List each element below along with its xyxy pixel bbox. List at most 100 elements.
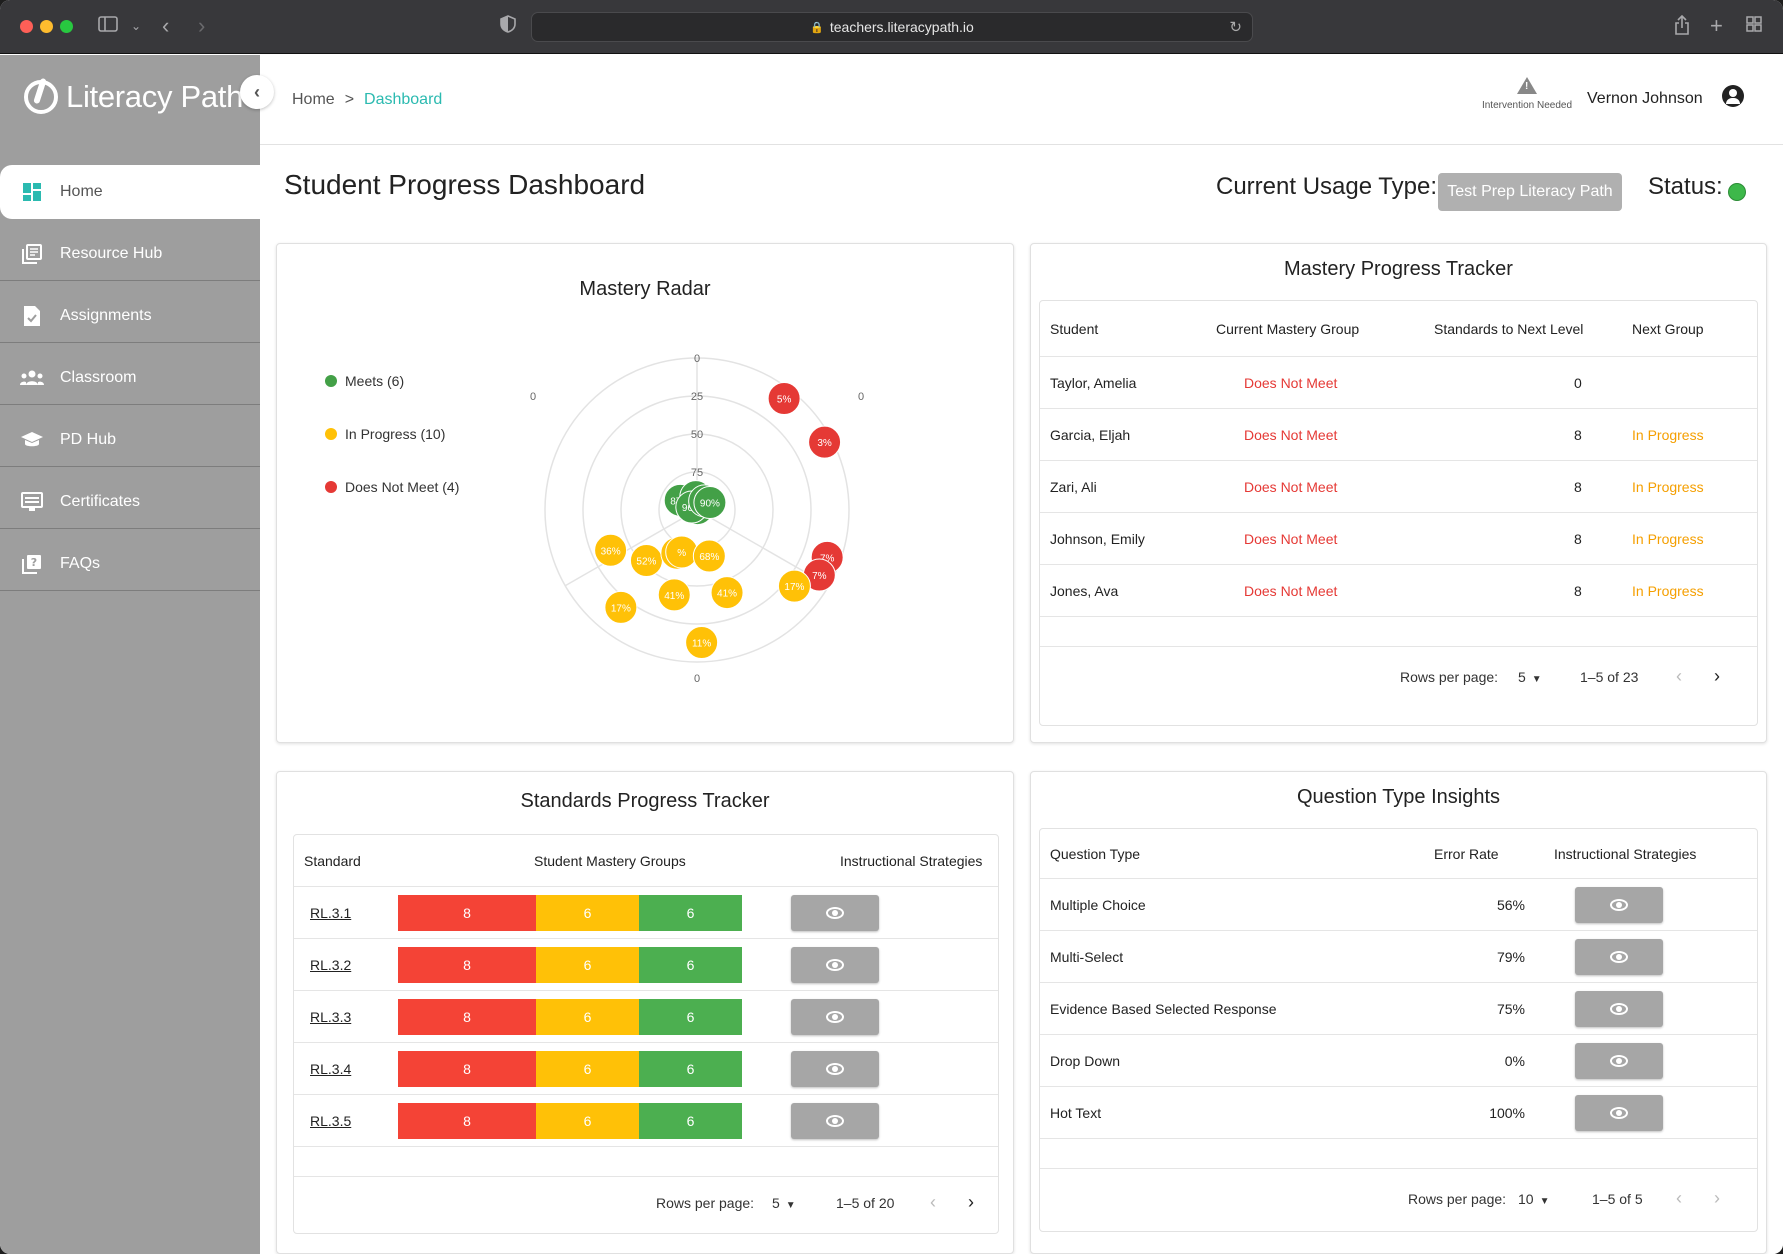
question-type: Hot Text <box>1050 1104 1102 1121</box>
zoom-window-button[interactable] <box>60 20 73 33</box>
sidebar-item-classroom[interactable]: Classroom <box>0 351 260 405</box>
prev-page-icon[interactable]: ‹ <box>1676 666 1682 686</box>
legend-item-in-progress[interactable]: In Progress (10) <box>325 407 459 460</box>
back-icon[interactable]: ‹ <box>162 13 170 38</box>
view-strategies-button[interactable] <box>1575 991 1663 1027</box>
in-progress-segment[interactable]: 6 <box>536 1051 639 1087</box>
standard-link[interactable]: RL.3.3 <box>310 1008 352 1025</box>
meets-segment[interactable]: 6 <box>639 947 742 983</box>
caret-down-icon: ▼ <box>1539 1196 1550 1207</box>
standard-link[interactable]: RL.3.2 <box>310 956 352 973</box>
user-name[interactable]: Vernon Johnson <box>1587 90 1703 107</box>
sidebar-item-assignments[interactable]: Assignments <box>0 289 260 343</box>
standards-count: 8 <box>1574 530 1582 547</box>
meets-segment[interactable]: 6 <box>639 1051 742 1087</box>
standards-table: Standard Student Mastery Groups Instruct… <box>293 834 999 1234</box>
view-strategies-button[interactable] <box>1575 1095 1663 1131</box>
does-not-meet-segment[interactable]: 8 <box>398 895 536 931</box>
in-progress-segment[interactable]: 6 <box>536 895 639 931</box>
standards-count: 8 <box>1574 426 1582 443</box>
prev-page-icon[interactable]: ‹ <box>1676 1188 1682 1208</box>
radar-point <box>777 569 811 603</box>
rows-per-page-value: 5 <box>772 1195 780 1211</box>
intervention-needed-button[interactable]: ! Intervention Needed <box>1472 77 1582 111</box>
sidebar-item-certificates[interactable]: Certificates <box>0 475 260 529</box>
usage-type-badge[interactable]: Test Prep Literacy Path <box>1438 173 1622 211</box>
view-strategies-button[interactable] <box>791 1051 879 1087</box>
view-strategies-button[interactable] <box>791 947 879 983</box>
tab-overview-icon[interactable] <box>1746 15 1762 37</box>
does-not-meet-segment[interactable]: 8 <box>398 999 536 1035</box>
legend-swatch <box>325 480 337 493</box>
sidebar-item-label: Assignments <box>60 306 152 324</box>
breadcrumb-home[interactable]: Home <box>292 91 335 108</box>
shield-icon[interactable] <box>500 15 516 38</box>
brand-name: Literacy Path <box>66 79 244 114</box>
column-header: Student <box>1050 320 1099 337</box>
legend-item-does-not-meet[interactable]: Does Not Meet (4) <box>325 460 459 513</box>
legend-item-meets[interactable]: Meets (6) <box>325 354 459 407</box>
view-strategies-button[interactable] <box>791 999 879 1035</box>
breadcrumb-current[interactable]: Dashboard <box>364 91 443 108</box>
table-row[interactable]: Johnson, Emily Does Not Meet 8 In Progre… <box>1040 513 1757 565</box>
next-page-icon[interactable]: › <box>1714 666 1720 686</box>
sidebar-toggle-icon[interactable] <box>98 15 118 38</box>
meets-segment[interactable]: 6 <box>639 1103 742 1139</box>
does-not-meet-segment[interactable]: 8 <box>398 1103 536 1139</box>
chevron-down-icon[interactable]: ⌄ <box>131 19 142 33</box>
standards-count: 0 <box>1574 374 1582 391</box>
radar-point-label: 90% <box>700 499 720 510</box>
page-title: Student Progress Dashboard <box>284 169 646 200</box>
table-row[interactable]: Garcia, Eljah Does Not Meet 8 In Progres… <box>1040 409 1757 461</box>
url-text: teachers.literacypath.io <box>829 19 974 35</box>
brand-logo[interactable]: Literacy Path <box>24 79 243 115</box>
view-strategies-button[interactable] <box>791 1103 879 1139</box>
radar-ring-label: 75 <box>691 467 703 479</box>
minimize-window-button[interactable] <box>40 20 53 33</box>
standard-link[interactable]: RL.3.1 <box>310 904 352 921</box>
main-content: Home > Dashboard ! Intervention Needed V… <box>260 55 1783 1254</box>
card-title: Mastery Progress Tracker <box>1284 258 1513 280</box>
sidebar-item-pd-hub[interactable]: PD Hub <box>0 413 260 467</box>
next-page-icon[interactable]: › <box>968 1192 974 1212</box>
meets-segment[interactable]: 6 <box>639 895 742 931</box>
in-progress-segment[interactable]: 6 <box>536 1103 639 1139</box>
prev-page-icon[interactable]: ‹ <box>930 1192 936 1212</box>
view-strategies-button[interactable] <box>1575 939 1663 975</box>
share-icon[interactable] <box>1674 14 1690 40</box>
sidebar-item-faqs[interactable]: ? FAQs <box>0 537 260 591</box>
usage-type-label: Current Usage Type: <box>1216 173 1438 200</box>
table-row[interactable]: Jones, Ava Does Not Meet 8 In Progress <box>1040 565 1757 617</box>
table-row[interactable]: Taylor, Amelia Does Not Meet 0 <box>1040 357 1757 409</box>
in-progress-segment[interactable]: 6 <box>536 947 639 983</box>
account-circle-icon[interactable] <box>1722 85 1744 107</box>
sidebar-item-home[interactable]: Home <box>0 165 260 219</box>
does-not-meet-segment[interactable]: 8 <box>398 1051 536 1087</box>
column-header: Standards to Next Level <box>1434 320 1584 337</box>
rows-per-page-select[interactable]: 5 ▼ <box>772 1195 796 1211</box>
url-bar[interactable]: 🔒 teachers.literacypath.io ↻ <box>531 12 1253 42</box>
close-window-button[interactable] <box>20 20 33 33</box>
reload-icon[interactable]: ↻ <box>1229 19 1242 36</box>
caret-down-icon: ▼ <box>785 1200 796 1211</box>
new-tab-icon[interactable]: + <box>1710 13 1723 38</box>
does-not-meet-segment[interactable]: 8 <box>398 947 536 983</box>
question-type: Multiple Choice <box>1050 896 1146 913</box>
in-progress-segment[interactable]: 6 <box>536 999 639 1035</box>
meets-segment[interactable]: 6 <box>639 999 742 1035</box>
status-indicator <box>1728 183 1746 201</box>
sidebar-item-resource-hub[interactable]: Resource Hub <box>0 227 260 281</box>
radar-point-label: 41% <box>717 589 737 600</box>
collapse-sidebar-button[interactable]: ‹ <box>240 75 274 109</box>
table-row[interactable]: Zari, Ali Does Not Meet 8 In Progress <box>1040 461 1757 513</box>
view-strategies-button[interactable] <box>1575 887 1663 923</box>
standard-link[interactable]: RL.3.4 <box>310 1060 352 1077</box>
forward-icon[interactable]: › <box>198 13 206 38</box>
rows-per-page-select[interactable]: 5 ▼ <box>1518 669 1542 685</box>
next-page-icon[interactable]: › <box>1714 1188 1720 1208</box>
view-strategies-button[interactable] <box>1575 1043 1663 1079</box>
eye-icon <box>1610 1107 1628 1119</box>
view-strategies-button[interactable] <box>791 895 879 931</box>
rows-per-page-select[interactable]: 10 ▼ <box>1518 1191 1549 1207</box>
standard-link[interactable]: RL.3.5 <box>310 1112 352 1129</box>
